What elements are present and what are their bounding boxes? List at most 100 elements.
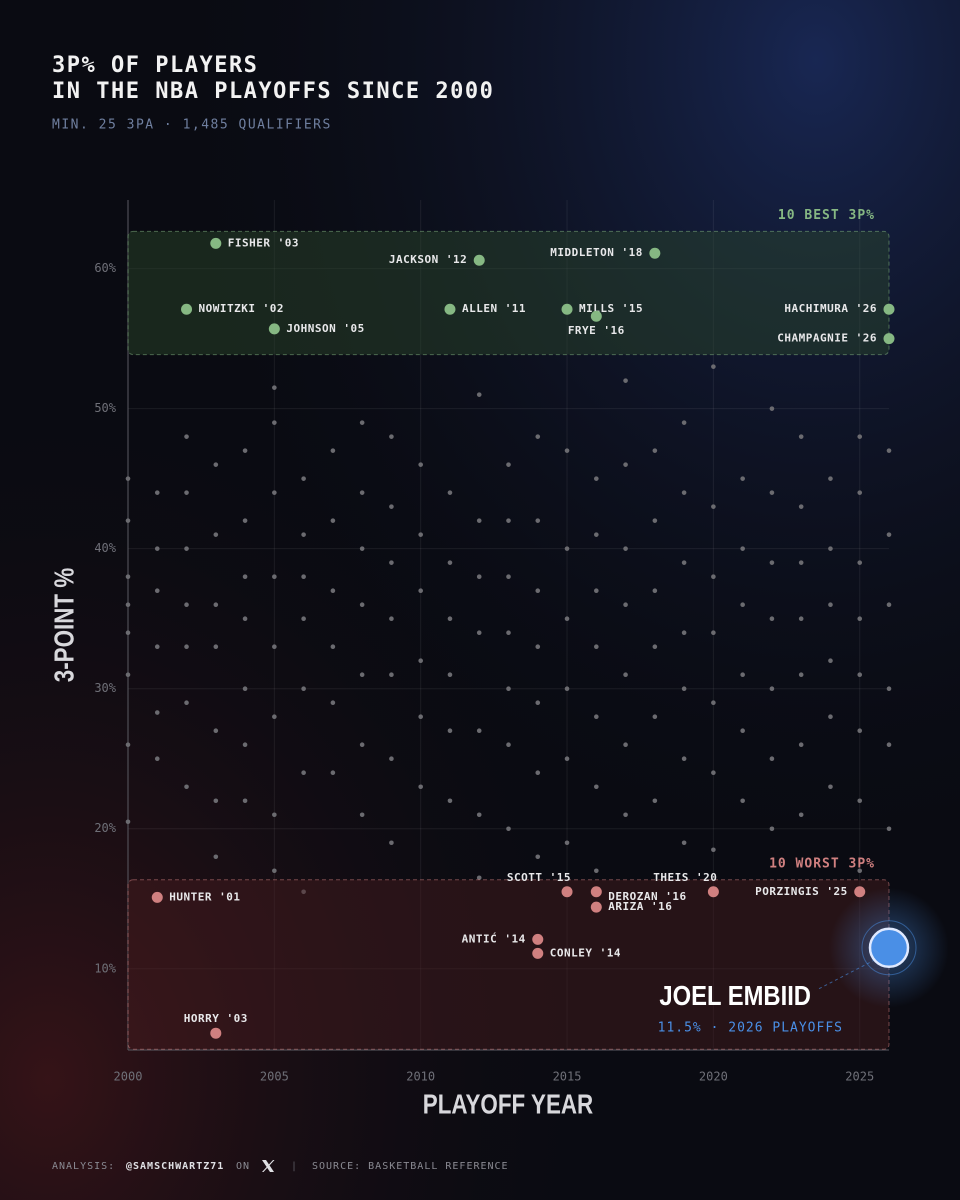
player-dot [590, 310, 602, 322]
qualifier-dot [857, 798, 863, 804]
qualifier-dot [125, 518, 131, 523]
qualifier-dot [359, 742, 365, 748]
qualifier-dot [711, 770, 716, 776]
qualifier-dot [389, 560, 394, 565]
player-label: MILLS '15 [579, 302, 643, 315]
qualifier-dot [447, 560, 453, 565]
qualifier-dot [506, 686, 511, 692]
qualifier-dot [476, 630, 482, 636]
qualifier-dot [769, 756, 775, 762]
player-label: MIDDLETON '18 [550, 246, 643, 259]
qualifier-dot [828, 714, 833, 720]
qualifier-dot [711, 364, 716, 369]
qualifier-dot [506, 518, 511, 523]
qualifier-dot [857, 490, 863, 495]
qualifier-dot [886, 602, 892, 607]
qualifier-dot [594, 868, 599, 874]
qualifier-dot [711, 574, 716, 579]
player-dot [473, 254, 485, 266]
qualifier-dot [242, 616, 248, 621]
qualifier-dot [798, 812, 804, 818]
x-tick-label: 2015 [553, 1070, 582, 1084]
x-logo [262, 1160, 275, 1172]
qualifier-dot [389, 504, 394, 509]
subtitle: MIN. 25 3PA · 1,485 QUALIFIERS [52, 118, 332, 133]
qualifier-dot [652, 714, 658, 720]
qualifier-dot [272, 385, 277, 390]
qualifier-dot [125, 819, 131, 825]
qualifier-dot [623, 602, 628, 607]
highlight-dot [868, 927, 910, 969]
x-tick-label: 2005 [260, 1070, 289, 1084]
qualifier-dot [857, 672, 863, 678]
qualifier-dot [242, 448, 248, 453]
qualifier-dot [418, 714, 423, 720]
footer-on: ON [236, 1161, 250, 1172]
qualifier-dot [798, 672, 804, 678]
footer-analysis: ANALYSIS: [52, 1161, 115, 1172]
qualifier-dot [242, 742, 248, 748]
player-dot [883, 303, 895, 315]
qualifier-dot [564, 616, 570, 621]
qualifier-dot [125, 672, 131, 678]
range-box [127, 230, 890, 356]
x-tick-label: 2000 [114, 1070, 143, 1084]
qualifier-dot [506, 574, 511, 579]
qualifier-dot [125, 742, 131, 748]
qualifier-dot [623, 672, 628, 678]
qualifier-dot [828, 602, 833, 607]
x-tick-label: 2010 [406, 1070, 435, 1084]
qualifier-dot [623, 742, 628, 748]
qualifier-dot [652, 798, 658, 804]
qualifier-dot [476, 728, 482, 734]
qualifier-dot [535, 588, 541, 593]
player-dot [590, 901, 602, 913]
range-label: 10 WORST 3P% [769, 856, 875, 871]
player-dot [590, 886, 602, 898]
qualifier-dot [594, 476, 599, 481]
qualifier-dot [418, 784, 423, 790]
player-label: DEROZAN '16 [608, 890, 686, 903]
qualifier-dot [506, 742, 511, 748]
qualifier-dot [769, 826, 775, 832]
plot: 10% 20% 30% 40% 50% 60% 2000 2005 2010 2015 2020 20… [94, 200, 949, 1084]
qualifier-dot [154, 710, 160, 715]
qualifier-dot [330, 518, 336, 523]
qualifier-dot [740, 672, 745, 678]
qualifier-dot [886, 686, 892, 692]
qualifier-dot [681, 560, 687, 565]
x-tick-label: 2025 [845, 1070, 874, 1084]
player-label: JOHNSON '05 [286, 322, 364, 335]
qualifier-dot [213, 602, 219, 607]
qualifier-dot [594, 588, 599, 593]
qualifier-dot [359, 420, 365, 425]
qualifier-dot [681, 420, 687, 425]
qualifier-dot [447, 490, 453, 495]
qualifier-dot [740, 602, 745, 607]
qualifier-dot [564, 756, 570, 762]
qualifier-dot [301, 889, 306, 895]
player-label: CONLEY '14 [550, 946, 621, 959]
qualifier-dot [564, 686, 570, 692]
qualifier-dot [828, 658, 833, 664]
qualifier-dot [154, 490, 160, 495]
qualifier-dot [418, 588, 423, 593]
qualifier-dot [769, 560, 775, 565]
footer-source: SOURCE: BASKETBALL REFERENCE [312, 1161, 509, 1172]
qualifier-dot [740, 728, 745, 734]
qualifier-dot [652, 588, 658, 593]
qualifier-dot [886, 532, 892, 537]
qualifier-dot [389, 616, 394, 621]
qualifier-dot [506, 630, 511, 636]
player-dot [707, 886, 719, 898]
qualifier-dot [886, 742, 892, 748]
qualifier-dot [769, 686, 775, 692]
qualifier-dot [184, 434, 189, 439]
qualifier-dot [447, 728, 453, 734]
qualifier-dot [330, 448, 336, 453]
y-axis-title: 3-POINT % [49, 568, 80, 682]
qualifier-dot [857, 560, 863, 565]
player-label: FISHER '03 [228, 236, 299, 249]
